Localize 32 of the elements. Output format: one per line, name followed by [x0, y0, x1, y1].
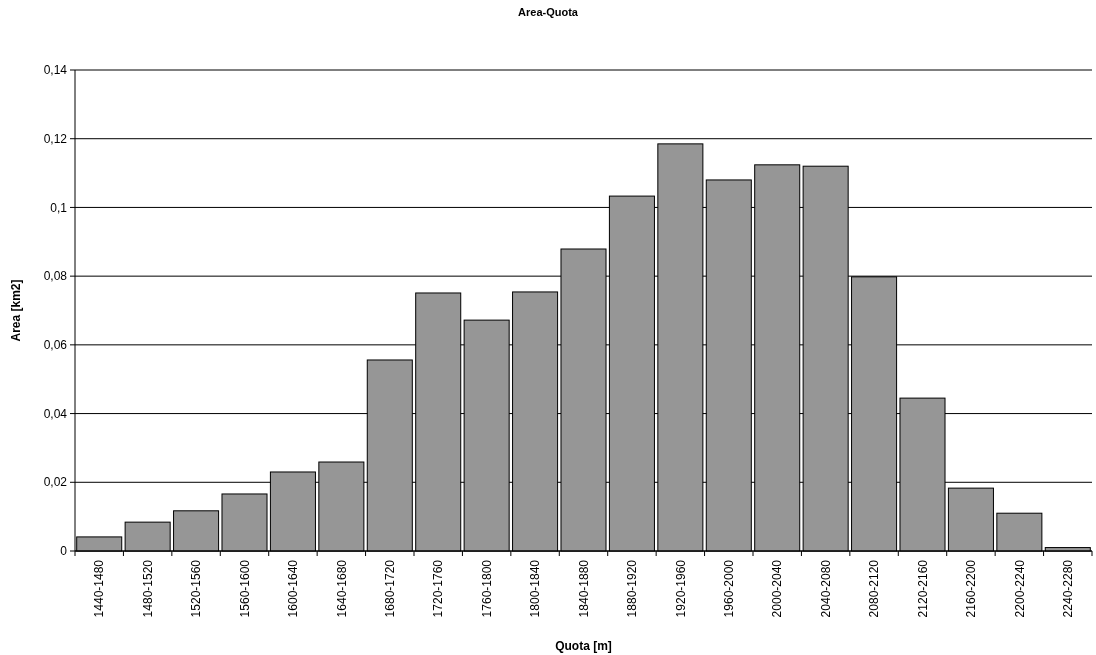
x-tick-label: 1720-1760: [431, 559, 446, 618]
x-tick-label: 2120-2160: [915, 559, 930, 618]
x-tick-label: 2200-2240: [1012, 559, 1027, 618]
x-tick-label: 1800-1840: [528, 559, 543, 618]
x-axis-title: Quota [m]: [555, 639, 612, 653]
x-tick-label: 1600-1640: [286, 559, 301, 618]
y-tick-label: 0: [60, 544, 68, 559]
y-axis-title: Area [km2]: [9, 279, 23, 342]
x-tick-label: 1680-1720: [382, 559, 397, 618]
x-tick-label: 2160-2200: [964, 559, 979, 618]
x-tick-label: 2040-2080: [818, 559, 833, 618]
x-tick-label: 1840-1880: [576, 559, 591, 618]
x-tick-label: 1520-1560: [189, 559, 204, 618]
x-tick-label: 1920-1960: [673, 559, 688, 618]
y-tick-label: 0,14: [43, 63, 68, 78]
x-tick-label: 2080-2120: [867, 559, 882, 618]
x-tick-label: 2000-2040: [770, 559, 785, 618]
y-tick-label: 0,08: [43, 269, 68, 284]
x-tick-label: 1960-2000: [721, 559, 736, 618]
x-tick-label: 1760-1800: [479, 559, 494, 618]
x-tick-label: 1880-1920: [625, 559, 640, 618]
x-tick-label: 1560-1600: [237, 559, 252, 618]
x-tick-label: 1640-1680: [334, 559, 349, 618]
x-tick-label: 1440-1480: [92, 559, 107, 618]
y-tick-label: 0,1: [50, 200, 68, 215]
y-tick-label: 0,06: [43, 338, 68, 353]
y-tick-label: 0,02: [43, 475, 68, 490]
x-tick-label: 2240-2280: [1060, 559, 1075, 618]
y-tick-label: 0,04: [43, 406, 68, 421]
x-tick-label: 1480-1520: [140, 559, 155, 618]
chart-title: Area-Quota: [518, 6, 579, 18]
y-tick-label: 0,12: [43, 131, 68, 146]
